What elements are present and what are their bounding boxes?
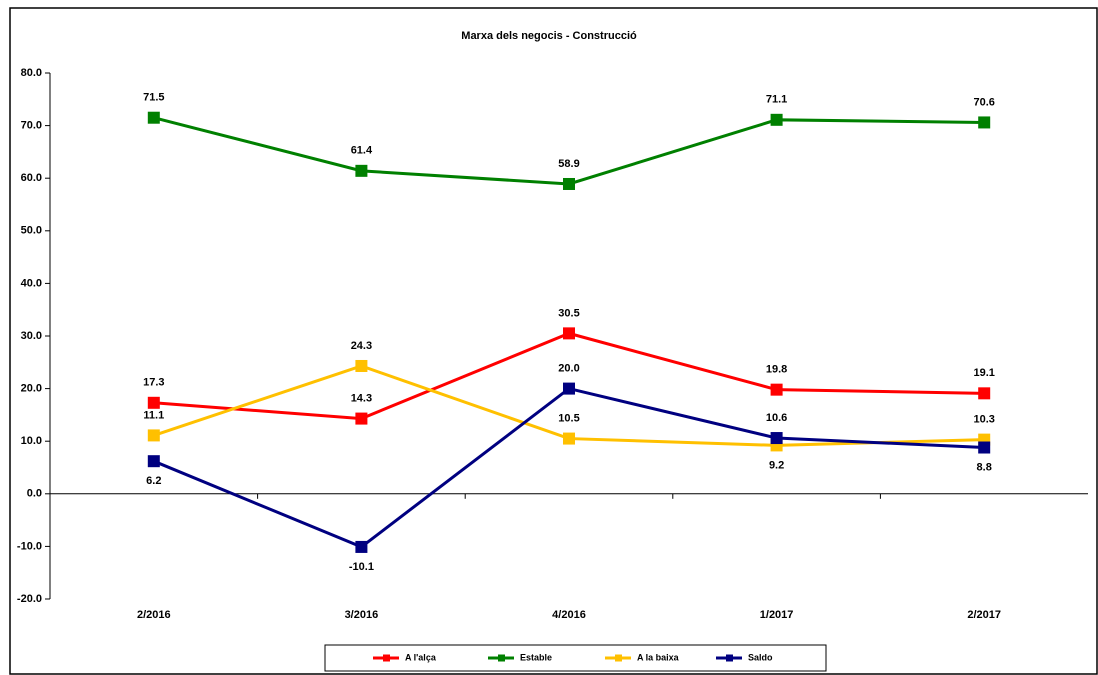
data-label: 14.3 [351,392,372,404]
legend-marker [498,654,505,662]
point-marker [147,111,160,124]
legend-marker [615,654,622,662]
point-marker [355,359,368,372]
y-tick-label: 60.0 [21,172,42,184]
y-tick-label: 30.0 [21,330,42,342]
data-label: 24.3 [351,340,372,352]
data-label: 70.6 [973,96,994,108]
point-marker [770,383,783,396]
data-label: 71.5 [143,92,164,104]
data-label: 17.3 [143,377,164,389]
data-label: 19.8 [766,364,787,376]
point-marker [563,177,575,190]
point-marker [563,432,575,445]
y-tick-label: 80.0 [21,67,42,79]
y-tick-label: -20.0 [17,593,42,605]
y-tick-label: 50.0 [21,225,42,237]
data-label: 6.2 [146,475,161,487]
point-marker [355,540,368,553]
x-tick-label: 1/2017 [760,609,794,621]
y-tick-label: 40.0 [21,277,42,289]
legend-label: A l'alça [405,652,437,662]
point-marker [147,396,160,409]
data-label: 10.5 [558,412,579,424]
legend-marker [726,654,733,662]
data-label: 20.0 [558,363,579,375]
data-label: -10.1 [349,561,374,573]
point-marker [978,387,991,400]
point-marker [770,113,783,126]
legend-label: Saldo [748,652,773,662]
point-marker [563,382,575,395]
y-tick-label: -10.0 [17,540,42,552]
legend-box [324,644,827,672]
x-tick-label: 4/2016 [552,609,586,621]
point-marker [978,116,991,129]
data-label: 8.8 [977,461,992,473]
data-label: 71.1 [766,94,787,106]
point-marker [355,412,368,425]
point-marker [355,164,368,177]
data-label: 30.5 [558,307,579,319]
y-tick-label: 10.0 [21,435,42,447]
legend-marker [383,654,390,662]
legend-label: Estable [520,652,552,662]
legend-label: A la baixa [637,652,680,662]
data-label: 11.1 [143,409,164,421]
x-tick-label: 2/2016 [137,609,171,621]
data-label: 10.3 [973,414,994,426]
data-label: 19.1 [973,367,994,379]
y-tick-label: 70.0 [21,120,42,132]
data-label: 61.4 [351,145,373,157]
point-marker [147,455,160,468]
point-marker [147,429,160,442]
data-label: 9.2 [769,459,784,471]
y-tick-label: 20.0 [21,383,42,395]
data-label: 58.9 [558,158,579,170]
y-tick-label: 0.0 [27,488,42,500]
chart-title: Marxa dels negocis - Construcció [461,30,637,42]
point-marker [978,441,991,454]
x-tick-label: 2/2017 [967,609,1001,621]
point-marker [770,432,783,445]
data-label: 10.6 [766,412,787,424]
point-marker [563,327,575,340]
x-tick-label: 3/2016 [345,609,379,621]
